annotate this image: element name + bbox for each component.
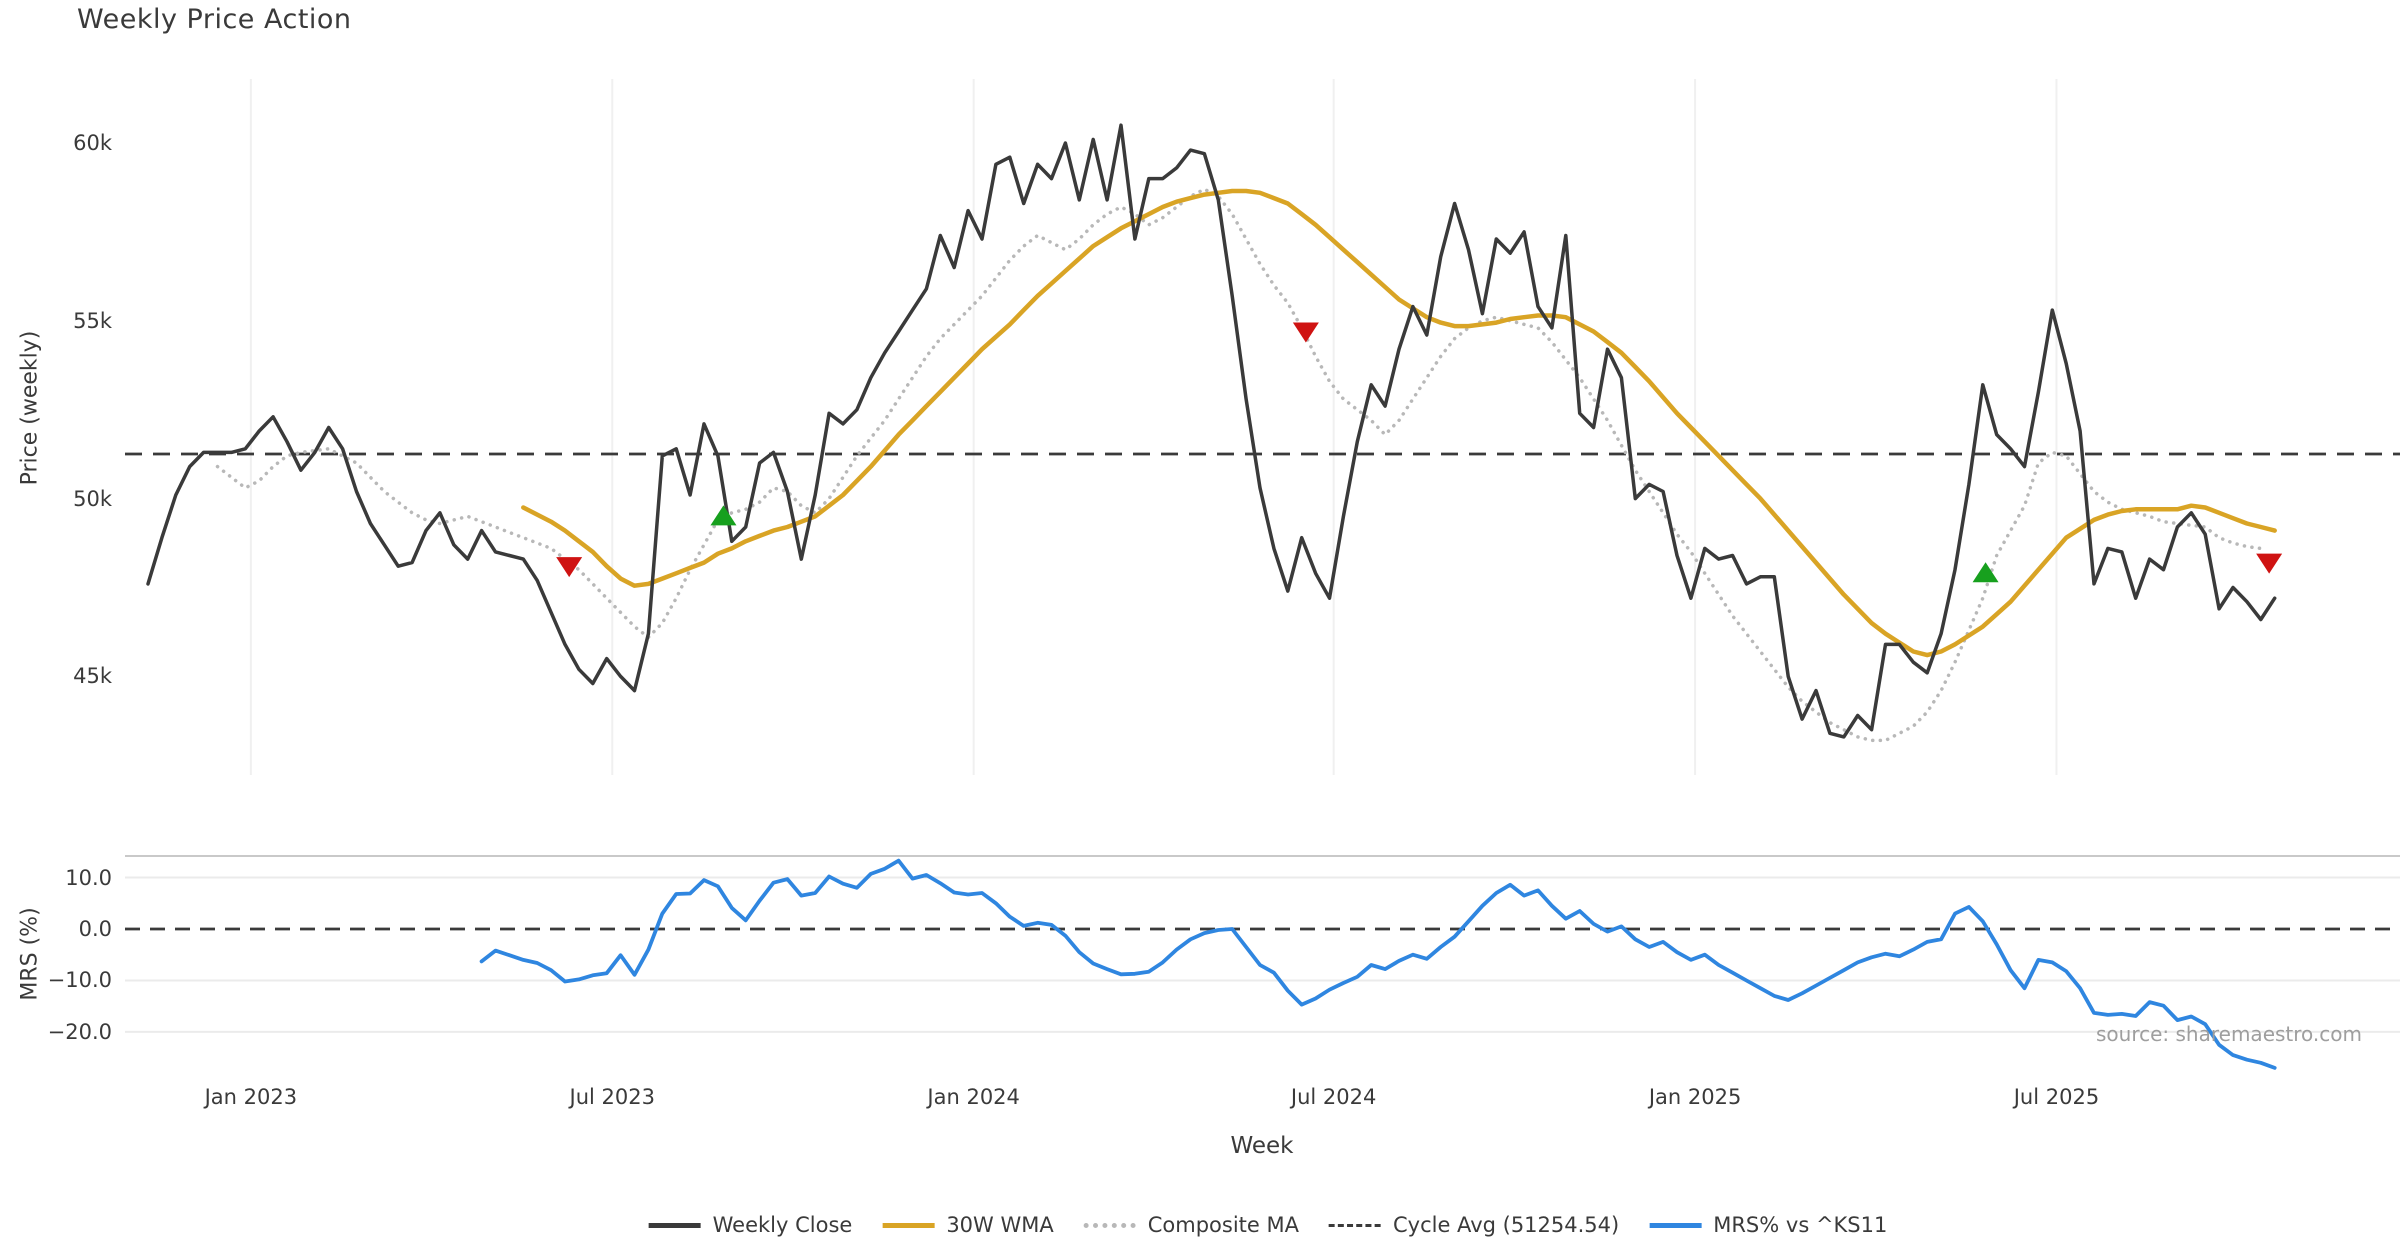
price-axis-label: Price (weekly) (17, 330, 43, 486)
composite-ma-line (215, 187, 2263, 743)
price-ytick-label: 60k (73, 131, 112, 155)
mrs-ytick-label: −20.0 (47, 1019, 112, 1044)
chart-legend: Weekly Close 30W WMA Composite MA Cycle Avg… (648, 1213, 1887, 1237)
legend-swatch-solid (882, 1222, 935, 1228)
legend-item: Cycle Avg (51254.54) (1328, 1213, 1620, 1237)
legend-item: Composite MA (1083, 1213, 1299, 1237)
mrs-ytick-label: 0.0 (78, 917, 112, 941)
legend-item: Weekly Close (648, 1213, 853, 1237)
legend-swatch-dashed (1328, 1223, 1381, 1227)
buy-signal-marker (1972, 562, 1999, 583)
legend-label: 30W WMA (946, 1213, 1054, 1237)
legend-label: Weekly Close (712, 1213, 853, 1237)
x-tick-label: Jan 2023 (204, 1085, 298, 1109)
wma30-line (521, 188, 2277, 658)
x-axis-label: Week (1230, 1133, 1294, 1159)
price-ytick-label: 50k (73, 486, 112, 511)
legend-label: Cycle Avg (51254.54) (1392, 1213, 1620, 1237)
buy-signal-marker (710, 505, 737, 526)
legend-swatch-solid (648, 1222, 701, 1228)
legend-label: Composite MA (1147, 1213, 1299, 1237)
source-credit: source: sharemaestro.com (2096, 1022, 2362, 1046)
legend-label: MRS% vs ^KS11 (1713, 1213, 1888, 1237)
weekly-close-line (146, 123, 2277, 739)
price-ytick-label: 55k (73, 308, 112, 333)
price-ytick-label: 45k (73, 664, 112, 689)
x-tick-label: Jan 2025 (1648, 1085, 1742, 1109)
legend-swatch-dotted (1083, 1222, 1136, 1228)
chart-title: Weekly Price Action (77, 4, 352, 35)
x-tick-label: Jul 2023 (569, 1085, 655, 1109)
sell-signal-marker (1292, 322, 1319, 343)
legend-item: MRS% vs ^KS11 (1649, 1213, 1887, 1237)
x-tick-label: Jul 2025 (2013, 1085, 2100, 1109)
legend-item: 30W WMA (882, 1213, 1054, 1237)
sell-signal-marker (556, 557, 583, 578)
legend-swatch-solid (1649, 1222, 1702, 1228)
mrs-ytick-label: −10.0 (47, 968, 112, 993)
x-tick-label: Jul 2024 (1290, 1085, 1377, 1109)
mrs-line (479, 858, 2277, 1070)
mrs-ytick-label: 10.0 (65, 865, 112, 890)
sell-signal-marker (2256, 553, 2283, 574)
x-tick-label: Jan 2024 (927, 1085, 1020, 1109)
